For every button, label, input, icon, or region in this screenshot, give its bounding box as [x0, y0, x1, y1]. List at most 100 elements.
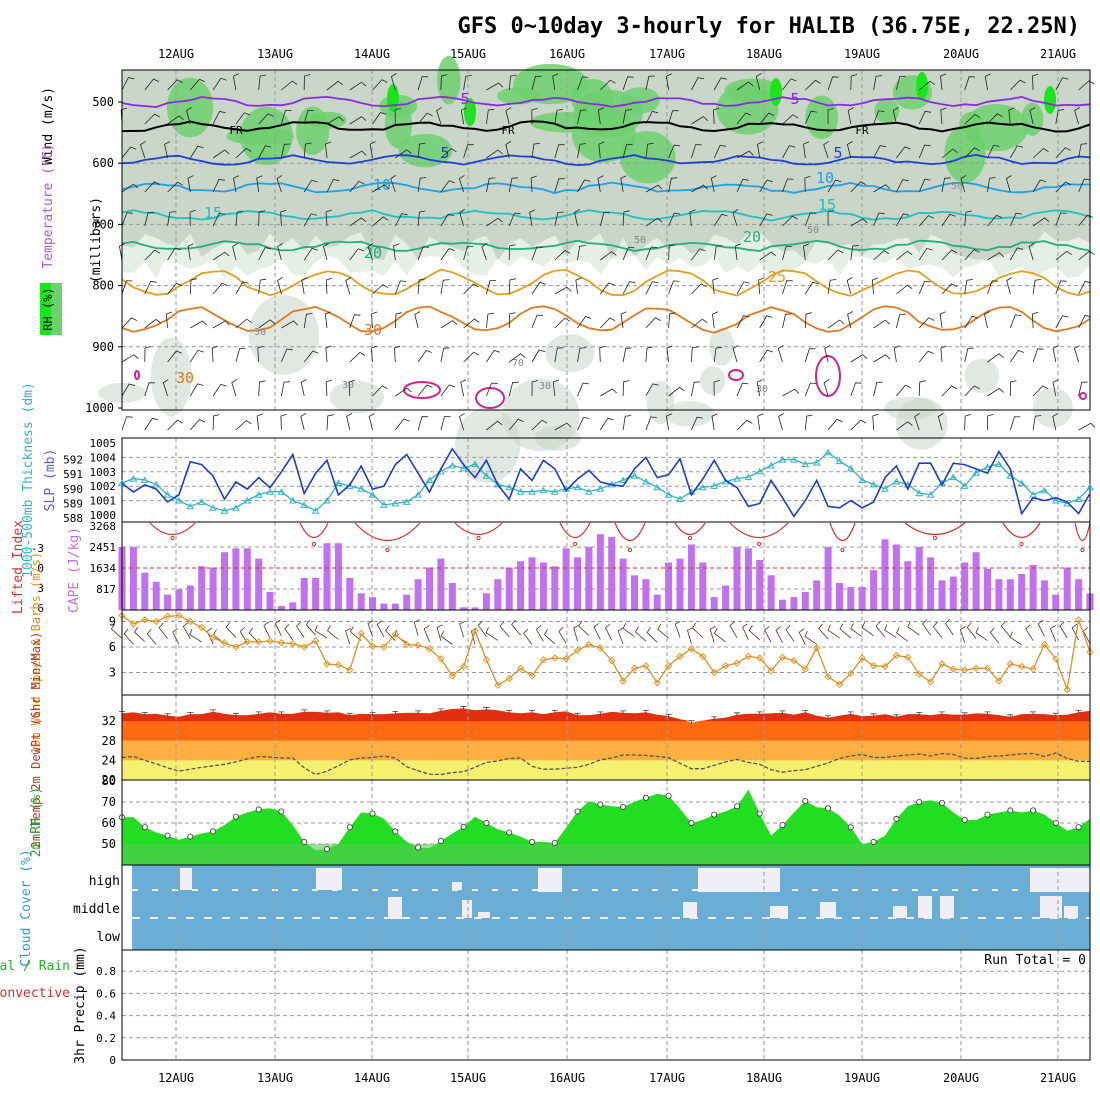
wind10m-point [198, 623, 206, 632]
rh2m-point [870, 838, 877, 845]
cape-bar [938, 580, 946, 610]
wind-barb [620, 175, 627, 193]
rh2m-point [847, 824, 854, 831]
wind-barb [233, 175, 240, 193]
thickness-point [186, 502, 195, 510]
rh2m-point [529, 838, 536, 845]
wind10m-point [1052, 655, 1060, 663]
wind-barb [873, 212, 885, 227]
temp-tick-label: 32 [102, 714, 116, 728]
wind10m-point [380, 643, 388, 651]
wind-barb [577, 245, 586, 261]
wind10m-barb [345, 627, 352, 645]
lifted-index-tick-label: 6 [37, 602, 44, 615]
wind-barb [734, 243, 742, 261]
temp-minmax-tick [620, 710, 627, 714]
wind10m-point [232, 643, 240, 651]
wind-barb [778, 413, 784, 431]
wind10m-point [608, 656, 616, 665]
wind-barb [459, 209, 466, 227]
cape-bar [915, 547, 923, 610]
wind10m-point [733, 659, 741, 667]
wind-barb [668, 212, 681, 227]
rh2m-point [551, 840, 558, 847]
thickness-axis-label: 1000-500mb Thickness (dm) [21, 382, 36, 578]
cape-bar [505, 567, 513, 610]
wind-barb [121, 416, 133, 431]
wind-barb [827, 279, 837, 295]
temp-minmax-tick [369, 711, 376, 716]
isotherm-label: 15 [818, 196, 836, 214]
cape-bar [1018, 574, 1026, 610]
cape-bar [619, 558, 627, 610]
rh-dry-contour [1079, 392, 1087, 400]
wind-barb [803, 243, 810, 261]
wind-barb [1006, 277, 1013, 295]
wind10m-barb [775, 626, 783, 643]
wind-barb [575, 277, 582, 295]
wind-barb [417, 177, 427, 193]
wind-barb [645, 111, 659, 125]
date-tick-label: 14AUG [354, 1071, 390, 1085]
wind-barb [189, 383, 204, 397]
wind-barb [505, 141, 512, 159]
rh-moist-patch [239, 106, 293, 166]
wind-barb [212, 178, 225, 193]
isotherm-label: 5 [833, 144, 842, 162]
wind10m-barb [850, 623, 863, 638]
wind-barb [463, 283, 479, 295]
wind-barb [1055, 109, 1065, 125]
cape-bar [995, 579, 1003, 610]
wind10m-point [949, 665, 957, 673]
thickness-point [459, 464, 468, 472]
wind-barb [167, 247, 181, 261]
wind10m-barb [944, 619, 954, 636]
wind10m-barb [1000, 621, 1011, 638]
cloud-block [918, 896, 932, 918]
rh-contour-label: 50 [634, 235, 646, 246]
wind-barb [759, 315, 773, 329]
top-date-axis: 12AUG 13AUG 14AUG 15AUG 16AUG 17AUG 18AUG 19AUG… [158, 47, 1076, 61]
wind-barb [850, 74, 858, 91]
wind10m-barb [875, 621, 886, 638]
date-tick-label: 16AUG [549, 47, 585, 61]
wind10m-point [869, 662, 878, 670]
temp-area-top [122, 708, 1090, 722]
wind-barb [326, 414, 334, 431]
wind-barb [941, 249, 958, 261]
wind10m-barb [1025, 624, 1034, 641]
wind-barb [620, 311, 627, 329]
rh2m-point [210, 828, 217, 835]
wind-barb [531, 107, 538, 125]
wind10m-barb [274, 619, 282, 637]
wind-barb [896, 284, 913, 295]
wind-barb [1032, 415, 1042, 431]
wind-barb [417, 210, 426, 227]
thickness-point [676, 495, 684, 502]
wind-barb [531, 349, 546, 363]
wind-barb [599, 212, 610, 227]
cape-bar [198, 566, 206, 610]
cloud-block [1040, 896, 1062, 918]
isotherm-label: FR [229, 124, 243, 137]
wind10m-point [676, 652, 684, 661]
temp-minmax-tick [847, 711, 854, 715]
wind-barb [893, 345, 900, 363]
cape-bar [494, 579, 502, 610]
wind10m-point [243, 638, 251, 646]
cape-bar [1063, 567, 1071, 610]
wind-barb [665, 413, 672, 431]
wind-barb [324, 311, 331, 329]
wind-barb [369, 141, 376, 159]
wind-barb [144, 280, 157, 295]
wind-barb [896, 384, 911, 397]
wind-barb [486, 149, 503, 159]
wind10m-barb [804, 630, 817, 645]
wind-barb [258, 278, 267, 295]
thickness-point [380, 501, 388, 508]
wind-barb [189, 419, 206, 431]
wind-barb [440, 213, 455, 227]
wind-barb [987, 414, 994, 430]
temp-minmax-tick [642, 709, 649, 714]
temp-minmax-tick [232, 712, 239, 717]
